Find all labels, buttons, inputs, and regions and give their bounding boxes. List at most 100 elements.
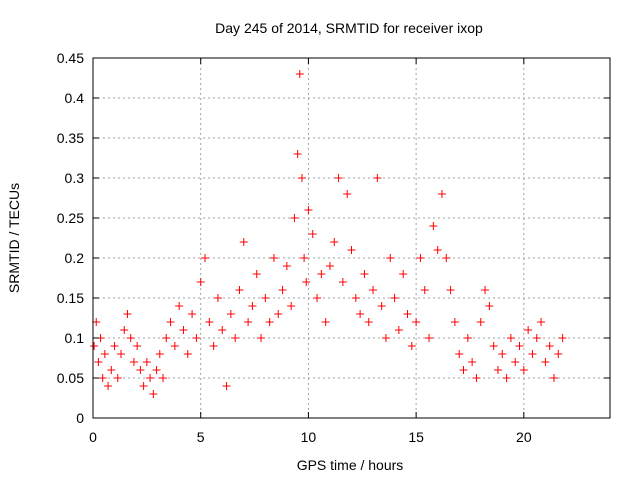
data-point xyxy=(369,286,378,294)
data-point xyxy=(481,286,490,294)
data-point xyxy=(459,366,468,374)
data-point xyxy=(412,318,421,326)
data-point xyxy=(282,262,291,270)
y-tick-label: 0.15 xyxy=(57,290,84,306)
data-point xyxy=(248,302,257,310)
data-point xyxy=(222,382,231,390)
x-tick-label: 5 xyxy=(197,429,205,445)
data-point xyxy=(364,318,373,326)
data-point xyxy=(231,334,240,342)
x-tick-label: 0 xyxy=(89,429,97,445)
data-point xyxy=(162,334,171,342)
data-point xyxy=(179,326,188,334)
x-axis-label: GPS time / hours xyxy=(297,457,404,473)
data-point xyxy=(257,334,266,342)
data-point xyxy=(235,286,244,294)
data-point xyxy=(302,278,311,286)
data-point xyxy=(433,246,442,254)
data-point xyxy=(528,350,537,358)
data-point xyxy=(192,334,201,342)
data-point xyxy=(321,318,330,326)
data-point xyxy=(317,270,326,278)
data-point xyxy=(274,310,283,318)
data-point xyxy=(390,294,399,302)
y-tick-label: 0.4 xyxy=(65,90,85,106)
data-point xyxy=(269,254,278,262)
y-tick-label: 0.1 xyxy=(65,330,85,346)
data-point xyxy=(133,342,142,350)
data-point xyxy=(450,318,459,326)
data-point xyxy=(146,374,155,382)
x-tick-label: 10 xyxy=(301,429,317,445)
data-point xyxy=(100,350,109,358)
data-point xyxy=(554,350,563,358)
data-point xyxy=(175,302,184,310)
data-point xyxy=(545,342,554,350)
data-point xyxy=(498,350,507,358)
data-point xyxy=(205,318,214,326)
data-point xyxy=(476,318,485,326)
y-tick-label: 0.3 xyxy=(65,170,85,186)
data-point xyxy=(373,174,382,182)
data-point xyxy=(142,358,151,366)
data-point xyxy=(541,358,550,366)
data-point xyxy=(126,334,135,342)
data-point xyxy=(110,342,119,350)
grid xyxy=(93,58,610,418)
data-point xyxy=(295,70,304,78)
data-point xyxy=(360,270,369,278)
data-point xyxy=(196,278,205,286)
y-axis-label: SRMTID / TECUs xyxy=(6,183,22,293)
x-tick-label: 20 xyxy=(516,429,532,445)
data-point xyxy=(107,366,116,374)
data-point xyxy=(463,334,472,342)
data-point xyxy=(155,350,164,358)
data-point xyxy=(377,302,386,310)
data-point xyxy=(338,278,347,286)
data-point xyxy=(416,254,425,262)
data-point xyxy=(313,294,322,302)
data-point xyxy=(506,334,515,342)
data-point xyxy=(524,326,533,334)
x-tick-label: 15 xyxy=(408,429,424,445)
data-point xyxy=(201,254,210,262)
data-point xyxy=(511,358,520,366)
data-point xyxy=(403,310,412,318)
data-point xyxy=(519,366,528,374)
data-point xyxy=(334,174,343,182)
data-point xyxy=(356,310,365,318)
data-point xyxy=(139,382,148,390)
data-point xyxy=(117,350,126,358)
data-point xyxy=(123,310,132,318)
data-point xyxy=(485,302,494,310)
data-point xyxy=(455,350,464,358)
data-point xyxy=(489,342,498,350)
data-point xyxy=(149,390,158,398)
data-point xyxy=(92,318,101,326)
data-point xyxy=(136,366,145,374)
data-point xyxy=(278,286,287,294)
data-point xyxy=(183,350,192,358)
data-point xyxy=(152,366,161,374)
data-point xyxy=(442,254,451,262)
y-tick-label: 0 xyxy=(76,410,84,426)
data-point xyxy=(537,318,546,326)
data-point xyxy=(351,294,360,302)
data-point xyxy=(330,238,339,246)
data-point xyxy=(407,342,416,350)
data-point xyxy=(261,294,270,302)
data-point xyxy=(90,342,99,350)
data-point xyxy=(394,326,403,334)
data-point xyxy=(558,334,567,342)
data-point xyxy=(170,342,179,350)
data-point xyxy=(493,366,502,374)
data-point xyxy=(104,382,113,390)
data-point xyxy=(166,318,175,326)
data-point xyxy=(209,342,218,350)
data-point xyxy=(265,318,274,326)
y-tick-label: 0.25 xyxy=(57,210,84,226)
data-point xyxy=(290,214,299,222)
data-point xyxy=(239,238,248,246)
data-point xyxy=(381,334,390,342)
